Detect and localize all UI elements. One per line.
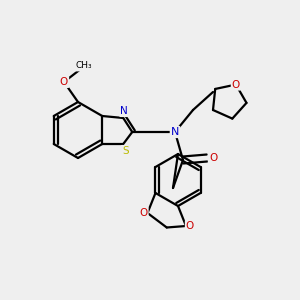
- Text: CH₃: CH₃: [76, 61, 92, 70]
- Text: N: N: [120, 106, 128, 116]
- Text: S: S: [122, 146, 129, 156]
- Text: O: O: [60, 77, 68, 87]
- Text: O: O: [186, 221, 194, 231]
- Text: O: O: [209, 153, 217, 163]
- Text: O: O: [140, 208, 148, 218]
- Text: N: N: [171, 127, 179, 137]
- Text: O: O: [232, 80, 240, 90]
